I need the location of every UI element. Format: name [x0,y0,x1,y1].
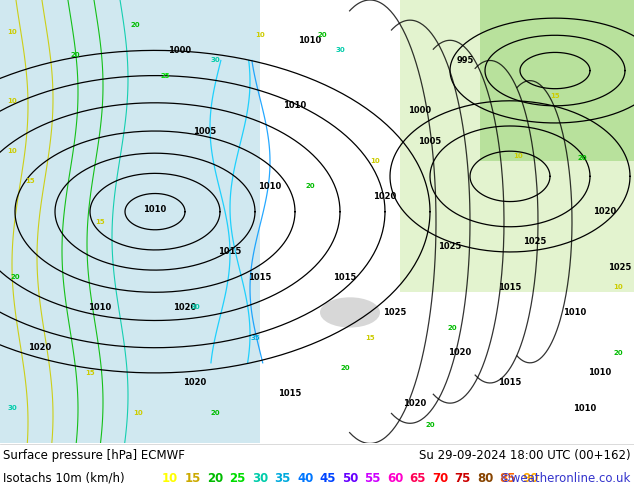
Text: 15: 15 [85,370,95,376]
Text: 10: 10 [513,153,523,159]
Text: 1015: 1015 [249,272,272,282]
Text: 35: 35 [275,471,291,485]
Text: 1020: 1020 [173,303,197,312]
Text: 25: 25 [230,471,246,485]
Text: ©weatheronline.co.uk: ©weatheronline.co.uk [500,471,631,485]
Text: 1020: 1020 [448,348,472,357]
Text: 10: 10 [255,32,265,38]
Text: 1000: 1000 [408,106,432,115]
Bar [0,0,260,443]
Text: Isotachs 10m (km/h): Isotachs 10m (km/h) [3,471,125,485]
Text: 1005: 1005 [193,126,217,136]
Text: 1010: 1010 [588,368,612,377]
Text: 10: 10 [7,98,17,104]
Text: 1010: 1010 [283,101,307,110]
Text: 50: 50 [342,471,358,485]
Text: 85: 85 [500,471,516,485]
Ellipse shape [320,297,380,327]
Text: 1020: 1020 [593,207,617,216]
Text: 20: 20 [613,350,623,356]
Text: 10: 10 [370,158,380,164]
Text: 1025: 1025 [438,243,462,251]
Text: 1020: 1020 [403,399,427,408]
Text: 20: 20 [70,52,80,58]
Bar [400,0,634,292]
Text: Surface pressure [hPa] ECMWF: Surface pressure [hPa] ECMWF [3,449,185,462]
Text: 10: 10 [7,29,17,35]
Text: 45: 45 [320,471,336,485]
Text: 1010: 1010 [143,205,167,214]
Text: 30: 30 [190,304,200,310]
Text: 10: 10 [133,410,143,416]
Text: 30: 30 [335,48,345,53]
Text: 1025: 1025 [384,308,406,317]
Text: 15: 15 [25,178,35,184]
Text: 1010: 1010 [564,308,586,317]
Text: 15: 15 [365,335,375,341]
Text: 30: 30 [7,405,17,411]
Text: 995: 995 [456,56,474,65]
Text: 1005: 1005 [418,137,442,146]
Text: 1010: 1010 [88,303,112,312]
Bar [480,0,634,161]
Text: 25: 25 [160,73,170,78]
Text: 1015: 1015 [333,272,357,282]
Text: 1015: 1015 [218,247,242,256]
Text: 20: 20 [340,365,350,371]
Text: 20: 20 [210,410,220,416]
Text: 10: 10 [613,284,623,290]
Text: 1025: 1025 [608,263,631,271]
Text: 40: 40 [297,471,313,485]
Text: 1010: 1010 [299,36,321,45]
Text: 1010: 1010 [259,182,281,191]
Text: 1020: 1020 [373,192,397,201]
Text: 1000: 1000 [169,46,191,55]
Text: 1020: 1020 [183,378,207,388]
Text: 30: 30 [252,471,268,485]
Text: 20: 20 [447,324,457,331]
Text: 1015: 1015 [498,283,522,292]
Text: 10: 10 [7,148,17,154]
Text: 1015: 1015 [498,378,522,388]
Text: 90: 90 [522,471,538,485]
Text: Su 29-09-2024 18:00 UTC (00+162): Su 29-09-2024 18:00 UTC (00+162) [419,449,631,462]
Text: 35: 35 [250,335,260,341]
Text: 20: 20 [425,422,435,428]
Text: 1015: 1015 [278,389,302,397]
Text: 65: 65 [410,471,426,485]
Text: 55: 55 [365,471,381,485]
Text: 15: 15 [184,471,201,485]
Text: 75: 75 [455,471,471,485]
Text: 20: 20 [305,183,315,190]
Text: 20: 20 [130,22,140,28]
Text: 1020: 1020 [29,343,51,352]
Text: 20: 20 [577,155,587,161]
Text: 1010: 1010 [573,404,597,413]
Text: 20: 20 [317,32,327,38]
Text: 80: 80 [477,471,493,485]
Text: 60: 60 [387,471,403,485]
Text: 15: 15 [95,219,105,225]
Text: 10: 10 [162,471,178,485]
Text: 20: 20 [10,274,20,280]
Text: 1025: 1025 [523,237,547,246]
Text: 20: 20 [207,471,223,485]
Text: 15: 15 [550,93,560,99]
Text: 30: 30 [210,57,220,64]
Text: 70: 70 [432,471,448,485]
